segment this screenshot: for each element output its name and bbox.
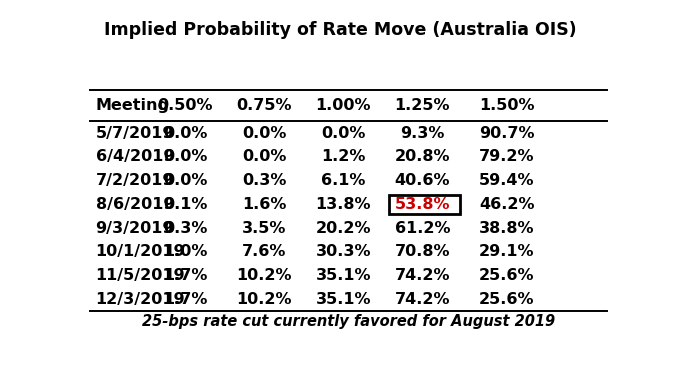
- Text: 59.4%: 59.4%: [479, 173, 534, 188]
- Text: 1.6%: 1.6%: [242, 197, 286, 212]
- Text: 25-bps rate cut currently favored for August 2019: 25-bps rate cut currently favored for Au…: [142, 315, 555, 329]
- Text: 0.0%: 0.0%: [242, 149, 286, 164]
- Text: 20.8%: 20.8%: [394, 149, 450, 164]
- Text: 0.3%: 0.3%: [242, 173, 286, 188]
- Text: Implied Probability of Rate Move (Australia OIS): Implied Probability of Rate Move (Austra…: [103, 21, 577, 39]
- Text: 7.6%: 7.6%: [242, 244, 286, 259]
- Text: 13.8%: 13.8%: [316, 197, 371, 212]
- Text: 10.2%: 10.2%: [237, 268, 292, 283]
- Text: 3.5%: 3.5%: [242, 221, 286, 236]
- Text: 9.3%: 9.3%: [400, 126, 445, 141]
- Text: 70.8%: 70.8%: [394, 244, 450, 259]
- Text: 1.50%: 1.50%: [479, 98, 534, 113]
- Text: 0.3%: 0.3%: [163, 221, 207, 236]
- Text: 61.2%: 61.2%: [394, 221, 450, 236]
- Text: 6/4/2019: 6/4/2019: [95, 149, 174, 164]
- Text: 40.6%: 40.6%: [394, 173, 450, 188]
- Text: 1.7%: 1.7%: [163, 268, 207, 283]
- Text: 10/1/2019: 10/1/2019: [95, 244, 185, 259]
- Text: 1.2%: 1.2%: [321, 149, 365, 164]
- Text: 38.8%: 38.8%: [479, 221, 534, 236]
- Text: 0.0%: 0.0%: [163, 173, 207, 188]
- Text: 7/2/2019: 7/2/2019: [95, 173, 174, 188]
- Text: 1.7%: 1.7%: [163, 292, 207, 307]
- Text: 0.0%: 0.0%: [163, 126, 207, 141]
- Text: Meeting: Meeting: [95, 98, 169, 113]
- Text: 30.3%: 30.3%: [316, 244, 371, 259]
- Text: 6.1%: 6.1%: [321, 173, 365, 188]
- Text: 5/7/2019: 5/7/2019: [95, 126, 174, 141]
- Text: 79.2%: 79.2%: [479, 149, 534, 164]
- Text: 90.7%: 90.7%: [479, 126, 534, 141]
- Text: 35.1%: 35.1%: [316, 268, 371, 283]
- Text: 74.2%: 74.2%: [394, 292, 450, 307]
- Text: 20.2%: 20.2%: [316, 221, 371, 236]
- Text: 11/5/2019: 11/5/2019: [95, 268, 185, 283]
- Text: 35.1%: 35.1%: [316, 292, 371, 307]
- Text: 10.2%: 10.2%: [237, 292, 292, 307]
- Text: 0.0%: 0.0%: [163, 149, 207, 164]
- Text: 1.25%: 1.25%: [394, 98, 450, 113]
- Text: 74.2%: 74.2%: [394, 268, 450, 283]
- Text: 1.00%: 1.00%: [316, 98, 371, 113]
- Text: 0.50%: 0.50%: [157, 98, 213, 113]
- Text: 29.1%: 29.1%: [479, 244, 534, 259]
- Text: 1.0%: 1.0%: [163, 244, 207, 259]
- Text: 0.1%: 0.1%: [163, 197, 207, 212]
- Text: 25.6%: 25.6%: [479, 268, 534, 283]
- Text: 12/3/2019: 12/3/2019: [95, 292, 185, 307]
- Text: 0.75%: 0.75%: [237, 98, 292, 113]
- Text: 0.0%: 0.0%: [242, 126, 286, 141]
- Text: 53.8%: 53.8%: [394, 197, 450, 212]
- Text: 9/3/2019: 9/3/2019: [95, 221, 174, 236]
- Text: 0.0%: 0.0%: [321, 126, 365, 141]
- Text: 25.6%: 25.6%: [479, 292, 534, 307]
- Text: 8/6/2019: 8/6/2019: [95, 197, 174, 212]
- Text: 46.2%: 46.2%: [479, 197, 534, 212]
